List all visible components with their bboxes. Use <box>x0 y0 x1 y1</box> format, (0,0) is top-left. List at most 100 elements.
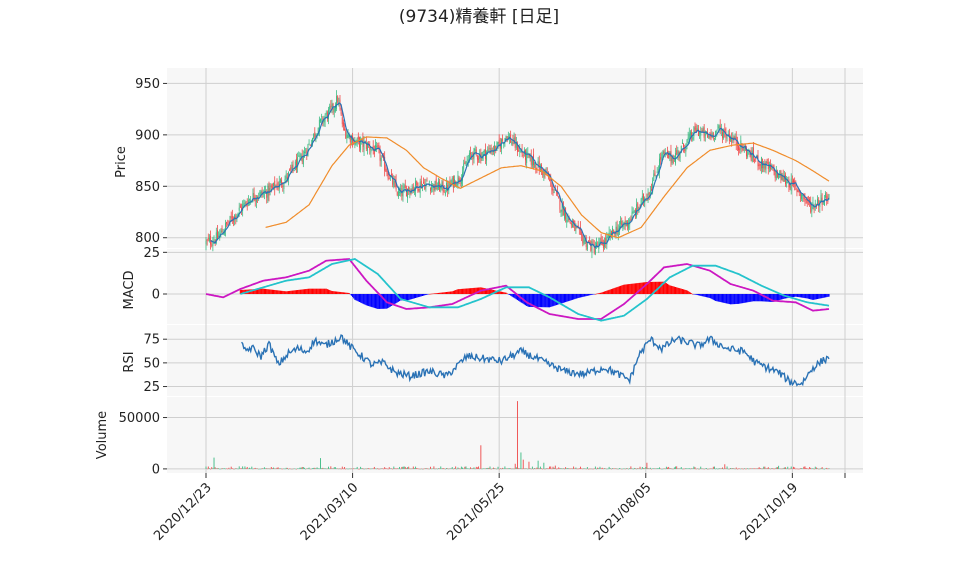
macd-histogram-bar <box>416 294 418 298</box>
volume-bar <box>683 468 685 470</box>
volume-bar <box>703 468 705 470</box>
price-candle <box>352 135 354 145</box>
price-candle <box>345 130 347 139</box>
price-candle <box>576 227 578 229</box>
macd-histogram-bar <box>791 294 793 298</box>
volume-bar <box>668 466 670 469</box>
macd-histogram-bar <box>503 292 505 294</box>
volume-bar <box>243 468 245 469</box>
macd-histogram-bar <box>773 294 775 302</box>
price-candle <box>620 220 622 225</box>
volume-bar <box>693 466 695 469</box>
volume-bar <box>545 468 547 469</box>
volume-bar <box>717 468 719 470</box>
price-candle <box>381 156 383 158</box>
volume-bar <box>241 468 242 469</box>
volume-bar <box>263 467 265 469</box>
volume-bar <box>352 468 354 470</box>
volume-bar <box>441 468 443 470</box>
macd-histogram-bar <box>475 287 477 294</box>
volume-bar <box>653 468 655 469</box>
price-candle <box>691 132 693 138</box>
price-candle <box>267 185 269 201</box>
macd-histogram-bar <box>372 294 374 308</box>
volume-bar <box>321 468 323 469</box>
volume-bar <box>337 468 339 469</box>
price-candle <box>743 146 745 152</box>
price-candle <box>488 147 490 150</box>
volume-bar <box>257 468 258 470</box>
volume-bar <box>660 468 662 470</box>
volume-bar <box>592 468 594 470</box>
macd-histogram-bar <box>295 290 298 294</box>
volume-bar <box>338 468 340 470</box>
macd-histogram-bar <box>616 287 618 294</box>
macd-histogram-bar <box>796 294 798 297</box>
volume-bar <box>612 468 614 469</box>
volume-bar <box>292 468 294 470</box>
volume-bar <box>739 468 741 470</box>
macd-histogram-bar <box>575 294 577 299</box>
price-candle <box>404 185 406 189</box>
volume-bar <box>794 467 796 469</box>
volume-bar <box>605 468 607 469</box>
price-candle <box>657 169 659 171</box>
volume-bar <box>743 468 745 469</box>
macd-histogram-bar <box>268 289 270 294</box>
volume-bar <box>731 468 733 469</box>
macd-histogram-bar <box>561 294 563 304</box>
price-candle <box>448 182 450 191</box>
volume-bar <box>509 468 510 469</box>
macd-histogram-bar <box>317 288 319 294</box>
macd-histogram-bar <box>287 291 290 294</box>
volume-bar <box>770 468 772 470</box>
volume-bar <box>629 468 631 469</box>
volume-bar <box>404 466 406 469</box>
volume-bar <box>403 466 405 469</box>
volume-bar <box>563 468 565 470</box>
price-y-tick-label: 950 <box>135 77 160 92</box>
volume-bar <box>212 468 214 469</box>
macd-histogram-bar <box>547 294 549 308</box>
macd-histogram-bar <box>710 294 712 299</box>
price-candle <box>536 167 538 170</box>
price-candle <box>245 202 247 205</box>
price-candle <box>397 190 399 197</box>
price-candle <box>507 136 509 139</box>
price-candle <box>688 133 690 139</box>
macd-histogram-bar <box>299 289 301 294</box>
volume-bar <box>734 468 736 470</box>
volume-bar <box>708 468 710 470</box>
price-candle <box>377 144 379 148</box>
macd-histogram-bar <box>649 281 651 294</box>
macd-histogram-bar <box>672 286 674 294</box>
macd-histogram-bar <box>297 290 299 294</box>
macd-histogram-bar <box>544 294 546 308</box>
macd-histogram-bar <box>758 294 760 302</box>
price-candle <box>567 215 569 220</box>
volume-bar <box>363 468 365 470</box>
volume-bar <box>451 467 453 469</box>
macd-histogram-bar <box>629 284 631 294</box>
macd-histogram-bar <box>590 294 592 296</box>
price-candle <box>586 244 588 250</box>
volume-bar <box>339 468 341 469</box>
price-candle <box>291 164 293 169</box>
volume-bar <box>286 467 288 469</box>
price-candle <box>578 228 580 230</box>
price-candle <box>551 181 553 191</box>
macd-histogram-bar <box>390 294 393 306</box>
price-candle <box>342 122 344 127</box>
macd-histogram-bar <box>505 292 507 294</box>
price-candle <box>661 153 663 163</box>
volume-bar <box>590 468 592 470</box>
volume-bar <box>583 468 585 469</box>
volume-bar <box>219 468 221 470</box>
volume-bar <box>536 467 538 469</box>
volume-bar <box>566 468 568 469</box>
macd-histogram-bar <box>567 294 569 302</box>
price-candle <box>210 235 212 245</box>
volume-bar <box>602 468 604 470</box>
macd-histogram-bar <box>593 294 595 295</box>
macd-histogram-bar <box>647 281 649 294</box>
